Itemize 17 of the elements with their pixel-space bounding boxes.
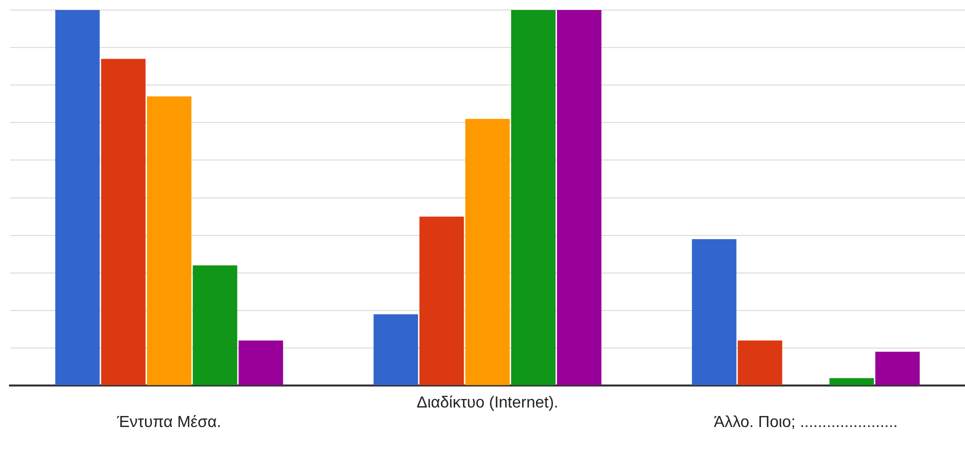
x-tick-label: Έντυπα Μέσα. — [116, 414, 222, 431]
bar — [875, 352, 920, 386]
bar — [692, 239, 736, 386]
x-tick-label: Άλλο. Ποιο; ...................... — [714, 414, 898, 431]
bar — [101, 58, 146, 386]
bar — [419, 216, 464, 386]
bar — [511, 10, 556, 386]
bar — [55, 10, 100, 386]
bar — [738, 340, 782, 386]
bar — [465, 118, 510, 386]
bar — [556, 10, 602, 386]
bar — [374, 314, 418, 386]
x-tick-label: Διαδίκτυο (Internet). — [416, 394, 558, 412]
bar — [829, 378, 874, 386]
bar — [238, 340, 284, 386]
bar — [192, 265, 238, 386]
bar — [146, 96, 192, 386]
